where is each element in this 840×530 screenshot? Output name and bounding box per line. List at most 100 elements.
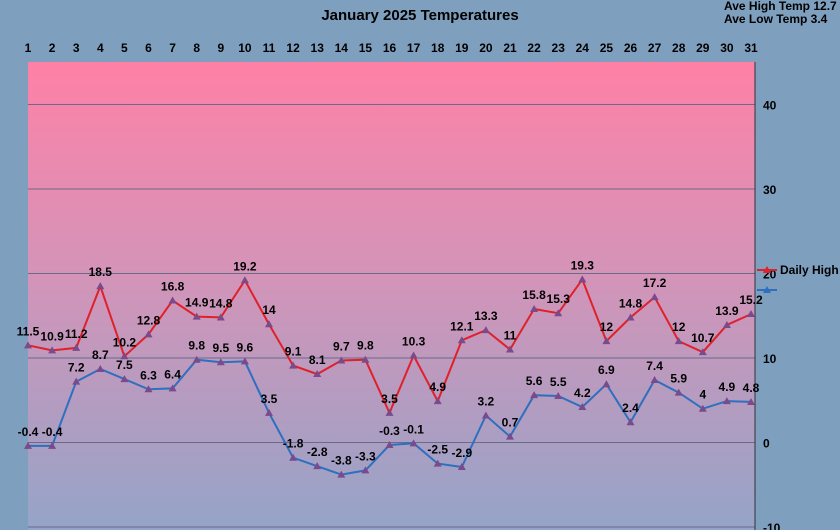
daily-high-marker bbox=[96, 282, 105, 290]
x-tick-label: 3 bbox=[73, 41, 80, 55]
daily-high-data-label: 12 bbox=[600, 320, 614, 334]
daily-high-marker bbox=[554, 309, 563, 317]
x-tick-label: 22 bbox=[527, 41, 541, 55]
daily-low-data-label: 0.7 bbox=[502, 416, 519, 430]
daily-low-marker bbox=[96, 364, 105, 372]
daily-low-data-label: -0.1 bbox=[403, 422, 424, 436]
daily-low-marker bbox=[168, 384, 177, 392]
x-tick-label: 29 bbox=[696, 41, 710, 55]
daily-low-data-label: 4.2 bbox=[574, 386, 591, 400]
legend-marker-series-2 bbox=[763, 286, 771, 293]
x-tick-label: 17 bbox=[407, 41, 421, 55]
daily-low-data-label: 9.8 bbox=[188, 339, 205, 353]
daily-low-data-label: 4 bbox=[699, 388, 706, 402]
x-tick-label: 5 bbox=[121, 41, 128, 55]
x-tick-label: 1 bbox=[25, 41, 32, 55]
daily-high-data-label: 18.5 bbox=[89, 265, 113, 279]
daily-low-marker bbox=[530, 391, 539, 399]
daily-high-marker bbox=[506, 345, 514, 353]
daily-low-data-label: -0.3 bbox=[379, 424, 400, 438]
daily-high-data-label: 12.1 bbox=[450, 319, 474, 333]
y-tick-label: 40 bbox=[763, 99, 777, 113]
x-tick-label: 16 bbox=[383, 41, 397, 55]
daily-high-data-label: 11.2 bbox=[65, 327, 88, 341]
daily-high-marker bbox=[48, 346, 57, 354]
daily-high-marker bbox=[409, 351, 418, 359]
daily-low-marker bbox=[192, 355, 201, 363]
daily-low-data-label: 4.9 bbox=[719, 380, 736, 394]
daily-high-marker bbox=[216, 313, 225, 321]
x-tick-label: 14 bbox=[335, 41, 349, 55]
daily-high-data-label: 14.9 bbox=[185, 296, 209, 310]
daily-low-marker bbox=[144, 385, 153, 393]
x-tick-label: 26 bbox=[624, 41, 638, 55]
chart-title: January 2025 Temperatures bbox=[321, 7, 518, 24]
x-tick-label: 31 bbox=[744, 41, 758, 55]
legend: Daily High bbox=[757, 263, 839, 293]
daily-low-marker bbox=[481, 411, 490, 419]
daily-high-data-label: 8.1 bbox=[309, 353, 326, 367]
x-tick-label: 30 bbox=[720, 41, 734, 55]
daily-high-data-label: 10.2 bbox=[113, 335, 137, 349]
daily-high-data-label: 9.8 bbox=[357, 339, 374, 353]
plot-area bbox=[28, 62, 755, 530]
x-tick-label: 7 bbox=[169, 41, 176, 55]
x-tick-label: 19 bbox=[455, 41, 469, 55]
daily-high-marker bbox=[289, 361, 298, 369]
x-tick-label: 18 bbox=[431, 41, 445, 55]
daily-low-data-label: 5.6 bbox=[526, 374, 543, 388]
daily-low-data-label: -2.8 bbox=[307, 445, 328, 459]
daily-low-marker bbox=[361, 466, 370, 474]
daily-high-data-label: 4.9 bbox=[429, 380, 446, 394]
daily-low-data-label: 6.3 bbox=[140, 368, 157, 382]
daily-high-marker bbox=[361, 355, 370, 363]
daily-low-data-label: 2.4 bbox=[622, 401, 639, 415]
daily-high-marker bbox=[313, 370, 322, 378]
daily-low-data-label: 7.4 bbox=[646, 359, 663, 373]
x-tick-label: 9 bbox=[217, 41, 224, 55]
daily-high-marker bbox=[626, 313, 635, 321]
daily-high-marker bbox=[602, 337, 611, 345]
daily-low-marker bbox=[48, 441, 57, 449]
daily-high-data-label: 15.3 bbox=[547, 292, 571, 306]
daily-low-data-label: 4.8 bbox=[743, 381, 760, 395]
daily-high-data-label: 10.9 bbox=[40, 329, 64, 343]
daily-high-marker bbox=[578, 275, 587, 283]
daily-low-data-label: -2.9 bbox=[451, 446, 472, 460]
daily-low-marker bbox=[722, 397, 731, 405]
daily-low-marker bbox=[650, 375, 659, 383]
daily-high-data-label: 11 bbox=[504, 329, 517, 343]
daily-low-data-label: 9.5 bbox=[212, 341, 229, 355]
daily-high-marker bbox=[650, 293, 659, 301]
daily-high-data-label: 11.5 bbox=[17, 324, 40, 338]
daily-low-marker bbox=[626, 418, 635, 426]
daily-high-marker bbox=[698, 348, 707, 356]
daily-low-data-label: 6.4 bbox=[164, 367, 181, 381]
daily-low-marker bbox=[337, 470, 346, 478]
x-tick-label: 24 bbox=[576, 41, 590, 55]
daily-low-marker bbox=[240, 357, 249, 365]
daily-low-data-label: -3.3 bbox=[355, 449, 376, 463]
y-tick-label: 10 bbox=[763, 352, 777, 366]
daily-low-data-label: -0.4 bbox=[42, 425, 63, 439]
daily-high-marker bbox=[481, 326, 490, 334]
daily-low-marker bbox=[265, 408, 273, 416]
daily-low-marker bbox=[120, 375, 129, 383]
x-tick-label: 28 bbox=[672, 41, 686, 55]
daily-high-data-label: 9.1 bbox=[285, 345, 302, 359]
data-labels-layer: 11.5 10.9 11.218.510.212.816.814.9 14.819.2… bbox=[17, 258, 763, 467]
daily-low-data-label: 6.9 bbox=[598, 363, 615, 377]
daily-high-data-label: 19.3 bbox=[571, 258, 595, 272]
daily-low-marker bbox=[313, 462, 322, 470]
daily-high-data-label: 10.3 bbox=[402, 334, 426, 348]
daily-high-data-label: 12.8 bbox=[137, 313, 161, 327]
daily-high-data-label: 14.8 bbox=[619, 296, 643, 310]
daily-low-data-label: 7.2 bbox=[68, 361, 85, 375]
daily-high-data-label: 13.9 bbox=[715, 304, 739, 318]
daily-low-data-label: 5.9 bbox=[670, 372, 687, 386]
y-tick-label: 0 bbox=[763, 437, 770, 451]
daily-low-data-label: -3.8 bbox=[331, 454, 352, 468]
y-tick-label: -10 bbox=[763, 521, 781, 530]
x-tick-label: 10 bbox=[238, 41, 252, 55]
daily-low-data-label: 7.5 bbox=[116, 358, 133, 372]
